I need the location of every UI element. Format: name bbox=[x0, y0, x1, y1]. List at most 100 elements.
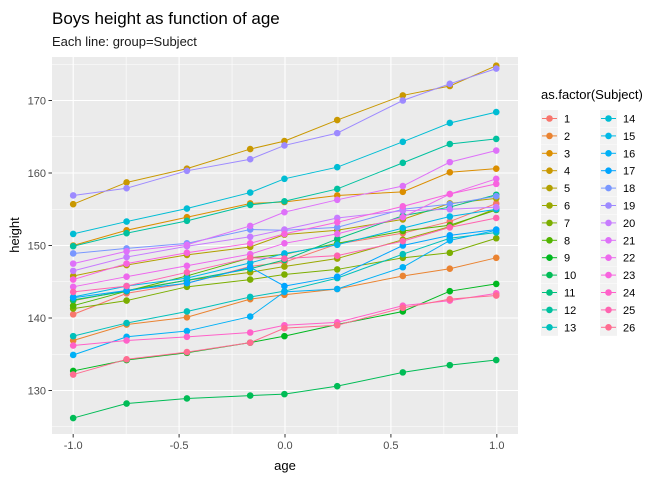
data-point bbox=[123, 260, 130, 267]
data-point bbox=[446, 232, 454, 239]
legend-label: 10 bbox=[564, 270, 576, 282]
data-point bbox=[492, 280, 500, 288]
data-point bbox=[281, 271, 288, 278]
data-point bbox=[333, 163, 341, 171]
data-point bbox=[281, 324, 288, 332]
legend-label: 14 bbox=[623, 114, 635, 126]
data-point bbox=[183, 269, 191, 276]
data-point bbox=[281, 250, 288, 257]
data-point bbox=[492, 356, 500, 364]
data-point bbox=[246, 145, 254, 153]
data-point bbox=[183, 205, 191, 212]
legend-key-point bbox=[605, 132, 612, 140]
legend-label: 26 bbox=[623, 322, 635, 334]
data-point bbox=[69, 332, 77, 340]
chart-subtitle: Each line: group=Subject bbox=[52, 34, 197, 49]
data-point bbox=[333, 266, 341, 273]
axis-ticks bbox=[48, 100, 498, 438]
data-point bbox=[123, 356, 130, 363]
data-point bbox=[246, 201, 254, 209]
data-point bbox=[183, 395, 191, 402]
data-point bbox=[333, 273, 341, 280]
data-point bbox=[183, 313, 191, 321]
series-subject-21 bbox=[69, 147, 500, 267]
data-point bbox=[492, 192, 500, 200]
data-point bbox=[446, 200, 454, 208]
data-point bbox=[69, 276, 77, 283]
data-point bbox=[333, 382, 341, 390]
data-point bbox=[69, 267, 77, 275]
data-point bbox=[183, 327, 191, 335]
legend-item: 3 bbox=[541, 144, 570, 162]
legend-label: 13 bbox=[564, 322, 576, 334]
data-point bbox=[183, 262, 191, 270]
legend-item: 2 bbox=[541, 127, 570, 145]
data-point bbox=[492, 234, 500, 242]
data-point bbox=[69, 294, 77, 302]
data-point bbox=[246, 392, 254, 399]
legend-key-point bbox=[546, 115, 553, 122]
data-point bbox=[446, 205, 454, 213]
series-subject-17 bbox=[69, 226, 500, 302]
data-point bbox=[492, 135, 500, 143]
series-subject-7 bbox=[69, 234, 500, 312]
legend-label: 8 bbox=[564, 235, 570, 247]
legend-key-point bbox=[605, 254, 612, 261]
legend-key-point bbox=[546, 324, 553, 331]
legend-key-point bbox=[605, 167, 612, 174]
data-point bbox=[281, 230, 288, 238]
data-point bbox=[399, 203, 407, 210]
legend-label: 23 bbox=[623, 270, 635, 282]
legend: 1234567891011121314151617181920212223242… bbox=[541, 110, 635, 336]
legend-item: 19 bbox=[600, 197, 635, 214]
data-point bbox=[333, 219, 341, 226]
data-point bbox=[246, 329, 254, 336]
series-subject-19 bbox=[69, 65, 500, 199]
data-point bbox=[69, 288, 77, 296]
legend-item: 6 bbox=[541, 197, 570, 214]
data-point bbox=[492, 65, 500, 72]
data-point bbox=[246, 189, 254, 196]
data-point bbox=[492, 175, 500, 183]
data-point bbox=[492, 165, 500, 172]
data-point bbox=[492, 214, 500, 222]
legend-item: 23 bbox=[600, 266, 635, 284]
legend-key-point bbox=[546, 219, 553, 227]
legend-item: 5 bbox=[541, 179, 570, 197]
data-point bbox=[399, 138, 407, 146]
data-point bbox=[123, 248, 130, 255]
data-point bbox=[446, 140, 454, 148]
y-tick-label: 170 bbox=[28, 96, 46, 108]
legend-item: 9 bbox=[541, 249, 570, 267]
data-point bbox=[246, 293, 254, 301]
data-point bbox=[492, 147, 500, 154]
data-point bbox=[399, 263, 407, 271]
legend-label: 22 bbox=[623, 253, 635, 265]
data-point bbox=[69, 342, 77, 349]
data-point bbox=[69, 242, 77, 250]
data-point bbox=[69, 311, 77, 318]
data-point bbox=[333, 285, 341, 293]
legend-item: 11 bbox=[541, 284, 575, 301]
data-point bbox=[281, 208, 288, 216]
legend-label: 25 bbox=[623, 305, 635, 317]
y-tick-label: 130 bbox=[28, 386, 46, 398]
legend-label: 24 bbox=[623, 288, 635, 300]
data-point bbox=[333, 185, 341, 193]
data-point bbox=[446, 190, 454, 198]
data-point bbox=[281, 142, 288, 149]
legend-item: 21 bbox=[600, 231, 635, 249]
y-tick-label: 160 bbox=[28, 168, 46, 180]
data-point bbox=[399, 92, 407, 99]
data-point bbox=[246, 276, 254, 283]
data-point bbox=[69, 302, 77, 309]
data-point bbox=[246, 233, 254, 241]
data-point bbox=[183, 167, 191, 175]
legend-key-point bbox=[605, 150, 612, 157]
data-point bbox=[69, 200, 77, 208]
legend-item: 16 bbox=[600, 144, 635, 162]
legend-item: 7 bbox=[541, 214, 570, 232]
series-subject-14 bbox=[69, 108, 500, 238]
data-point bbox=[446, 237, 454, 244]
